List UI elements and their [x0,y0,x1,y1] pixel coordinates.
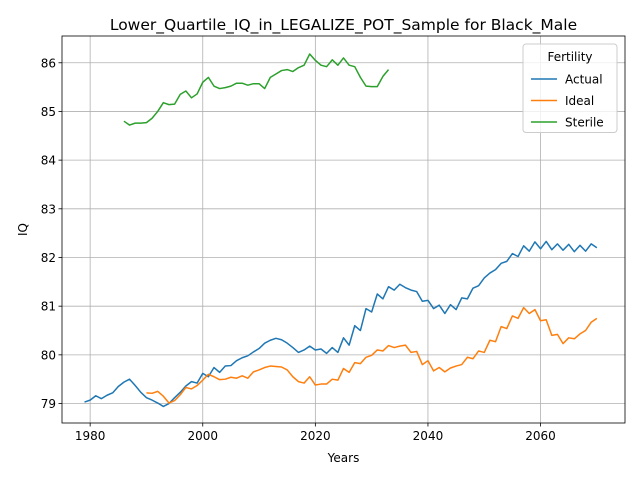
chart-title: Lower_Quartile_IQ_in_LEGALIZE_POT_Sample… [110,16,577,35]
x-tick-label: 2020 [300,429,331,443]
y-tick-label: 84 [41,154,56,168]
y-tick-label: 80 [41,348,56,362]
legend-label-actual: Actual [565,73,603,87]
legend-label-sterile: Sterile [565,116,604,130]
y-axis-label: IQ [16,223,30,236]
legend-title: Fertility [547,50,592,64]
y-tick-label: 82 [41,251,56,265]
legend: Fertility Actual Ideal Sterile [522,43,618,133]
legend-label-ideal: Ideal [565,94,594,108]
x-tick-label: 1980 [75,429,106,443]
y-tick-label: 79 [41,397,56,411]
y-tick-label: 85 [41,105,56,119]
x-tick-label: 2060 [525,429,556,443]
y-tick-label: 81 [41,300,56,314]
x-tick-label: 2040 [413,429,444,443]
plot-area-frame [61,35,626,424]
axes: 1980 2000 2020 2040 2060 79 80 81 82 83 84 85 86 [41,35,626,443]
y-tick-label: 83 [41,202,56,216]
legend-box [522,43,618,133]
grid-lines [62,36,625,423]
x-tick-label: 2000 [187,429,218,443]
series-lines [84,53,598,408]
x-axis-label: Years [327,451,360,465]
series-line-sterile [123,53,390,126]
series-line-ideal [146,306,598,404]
y-tick-label: 86 [41,56,56,70]
